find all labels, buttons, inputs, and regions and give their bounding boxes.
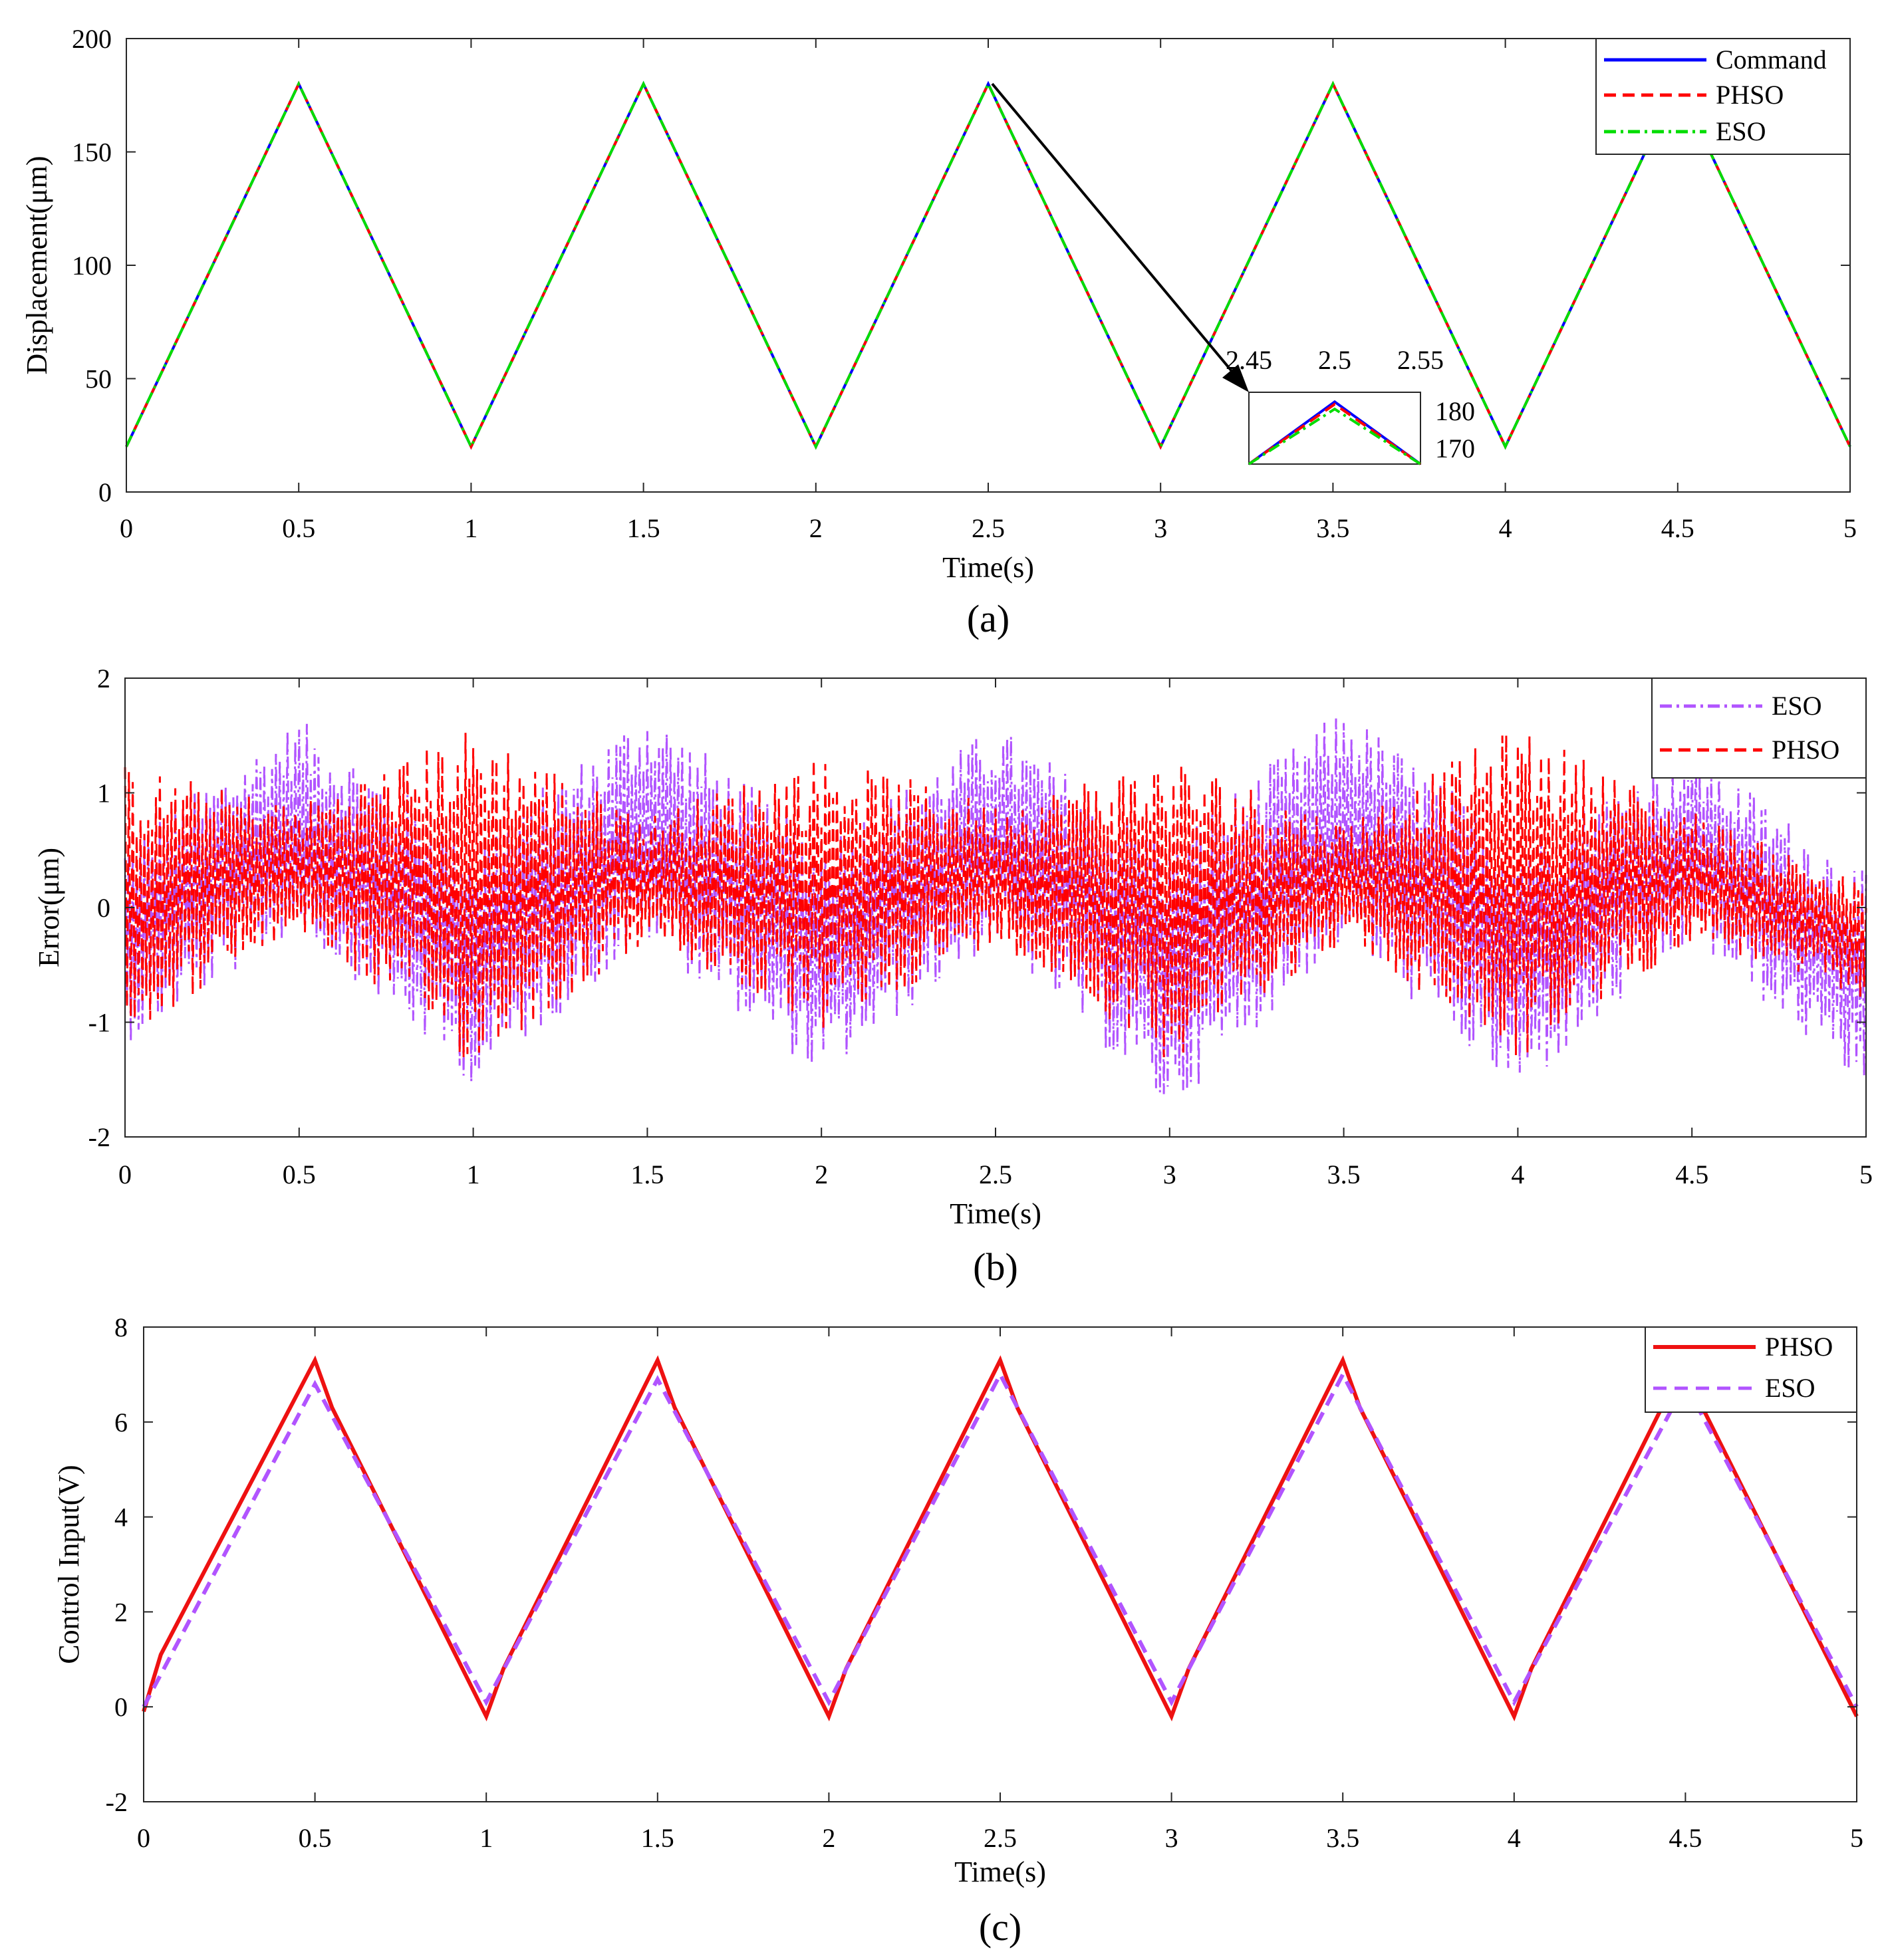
panel-c-legend: PHSO ESO bbox=[1645, 1326, 1857, 1413]
panel-b-error: 0 0.5 1 1.5 2 2.5 3 3.5 4 4.5 5 -2 -1 0 1 2 Time(s) Err… bbox=[33, 664, 1873, 1288]
panel-b-xtick-label: 4.5 bbox=[1675, 1160, 1708, 1189]
panel-a-series bbox=[125, 80, 1851, 450]
panel-c-ytick-label: 2 bbox=[114, 1597, 128, 1627]
panel-b-xtick-label: 3.5 bbox=[1327, 1160, 1361, 1189]
panel-a-ytick-label: 150 bbox=[72, 138, 112, 168]
panel-a-xtick-label: 2 bbox=[809, 513, 823, 543]
panel-c-xtick-label: 2 bbox=[822, 1823, 835, 1853]
panel-a-xtick-label: 2.5 bbox=[972, 513, 1005, 543]
panel-c-xtick-label: 3 bbox=[1165, 1823, 1178, 1853]
panel-b-caption: (b) bbox=[973, 1245, 1018, 1288]
panel-a-caption: (a) bbox=[967, 597, 1009, 640]
panel-c-xlabel: Time(s) bbox=[954, 1856, 1046, 1888]
panel-a-xtick-label: 0 bbox=[120, 513, 133, 543]
inset-ytick-2: 170 bbox=[1435, 433, 1475, 463]
panel-c-ytick-label: 6 bbox=[114, 1408, 128, 1437]
panel-b-legend-box bbox=[1651, 677, 1867, 779]
panel-a-xtick-label: 4.5 bbox=[1661, 513, 1694, 543]
panel-b-xlabel: Time(s) bbox=[950, 1197, 1041, 1230]
inset-xtick-3: 2.55 bbox=[1397, 345, 1444, 375]
panel-a-ytick-label: 50 bbox=[85, 364, 112, 394]
panel-c-xtick-label: 3.5 bbox=[1326, 1823, 1359, 1853]
panel-a-ytick-label: 0 bbox=[98, 477, 112, 507]
inset-series-eso bbox=[1248, 407, 1422, 465]
panel-b-xtick-label: 1 bbox=[467, 1160, 480, 1189]
panel-c-series-phso bbox=[142, 1355, 1859, 1722]
zoom-arrow bbox=[991, 82, 1249, 392]
panel-a-ytick-label: 200 bbox=[72, 24, 112, 54]
panel-b-ytick-label: 0 bbox=[97, 893, 110, 923]
legend-label-phso-b: PHSO bbox=[1772, 735, 1839, 765]
panel-c-ylabel: Control Input(V) bbox=[53, 1465, 85, 1663]
panel-a-series-command bbox=[125, 80, 1851, 450]
panel-c-xtick-label: 0 bbox=[137, 1823, 150, 1853]
panel-b-xtick-label: 0 bbox=[118, 1160, 132, 1189]
panel-a-xtick-label: 3 bbox=[1154, 513, 1167, 543]
panel-a-ytick-label: 100 bbox=[72, 251, 112, 281]
panel-a-xtick-label: 5 bbox=[1843, 513, 1857, 543]
panel-a-ylabel: Displacement(μm) bbox=[21, 156, 53, 374]
inset-ytick-1: 180 bbox=[1435, 396, 1475, 426]
panel-b-ytick-label: 1 bbox=[97, 779, 110, 808]
legend-label-eso-b: ESO bbox=[1772, 691, 1822, 721]
panel-b-xtick-label: 2 bbox=[815, 1160, 828, 1189]
panel-c-xtick-label: 5 bbox=[1850, 1823, 1863, 1853]
panel-c-xtick-label: 2.5 bbox=[984, 1823, 1017, 1853]
inset-xtick-2: 2.5 bbox=[1318, 345, 1351, 375]
panel-c-xtick-label: 0.5 bbox=[299, 1823, 332, 1853]
zoom-arrow-line bbox=[991, 82, 1240, 380]
panel-a-legend: Command PHSO ESO bbox=[1595, 38, 1851, 155]
panel-c-control-input: 0 0.5 1 1.5 2 2.5 3 3.5 4 4.5 5 -2 0 2 4 6 8 Time(s) Con… bbox=[53, 1312, 1863, 1949]
panel-c-ticks: 0 0.5 1 1.5 2 2.5 3 3.5 4 4.5 5 -2 0 2 4 6 8 bbox=[106, 1312, 1863, 1853]
panel-a-xtick-label: 3.5 bbox=[1316, 513, 1349, 543]
panel-c-ytick-label: 4 bbox=[114, 1503, 128, 1532]
panel-a-legend-box bbox=[1595, 38, 1851, 155]
panel-b-series-phso bbox=[124, 733, 1867, 1058]
panel-a-xlabel: Time(s) bbox=[942, 551, 1034, 584]
panel-c-caption: (c) bbox=[979, 1905, 1021, 1949]
panel-c-series bbox=[142, 1355, 1859, 1722]
panel-a-inset: 2.45 2.5 2.55 180 170 bbox=[1226, 345, 1475, 465]
panel-c-series-eso bbox=[142, 1370, 1859, 1708]
panel-c-ytick-label: -2 bbox=[106, 1787, 128, 1817]
panel-c-xtick-label: 1 bbox=[479, 1823, 493, 1853]
panel-b-xtick-label: 5 bbox=[1859, 1160, 1873, 1189]
panel-b-xtick-label: 2.5 bbox=[979, 1160, 1012, 1189]
panel-b-legend: ESO PHSO bbox=[1651, 677, 1867, 779]
panel-c-ytick-label: 8 bbox=[114, 1312, 128, 1342]
legend-label-command: Command bbox=[1716, 45, 1827, 74]
panel-b-ytick-label: -1 bbox=[88, 1008, 110, 1038]
panel-c-xtick-label: 1.5 bbox=[641, 1823, 674, 1853]
panel-c-legend-box bbox=[1645, 1326, 1857, 1413]
panel-c-xtick-label: 4 bbox=[1508, 1823, 1521, 1853]
panel-c-ytick-label: 0 bbox=[114, 1692, 128, 1722]
panel-b-xtick-label: 0.5 bbox=[283, 1160, 316, 1189]
legend-label-phso: PHSO bbox=[1716, 80, 1784, 110]
zoom-arrow-head bbox=[1222, 364, 1249, 392]
panel-b-ylabel: Error(μm) bbox=[33, 848, 65, 967]
panel-a-xtick-label: 1 bbox=[464, 513, 477, 543]
legend-label-eso: ESO bbox=[1716, 116, 1766, 146]
legend-label-eso-c: ESO bbox=[1765, 1373, 1815, 1403]
panel-b-series bbox=[124, 718, 1867, 1094]
panel-b-ticks: 0 0.5 1 1.5 2 2.5 3 3.5 4 4.5 5 -2 -1 0 1 2 bbox=[88, 664, 1873, 1189]
panel-c-xtick-label: 4.5 bbox=[1669, 1823, 1702, 1853]
panel-b-xtick-label: 3 bbox=[1163, 1160, 1176, 1189]
panel-a-xtick-label: 4 bbox=[1499, 513, 1512, 543]
inset-series-phso bbox=[1248, 402, 1422, 465]
panel-a-xtick-label: 1.5 bbox=[627, 513, 660, 543]
legend-label-phso-c: PHSO bbox=[1765, 1332, 1833, 1362]
inset-series bbox=[1248, 400, 1422, 465]
panel-a-xtick-label: 0.5 bbox=[282, 513, 315, 543]
panel-b-xtick-label: 4 bbox=[1511, 1160, 1524, 1189]
panel-b-ytick-label: -2 bbox=[88, 1122, 110, 1152]
panel-b-ytick-label: 2 bbox=[97, 664, 110, 693]
panel-b-xtick-label: 1.5 bbox=[630, 1160, 664, 1189]
